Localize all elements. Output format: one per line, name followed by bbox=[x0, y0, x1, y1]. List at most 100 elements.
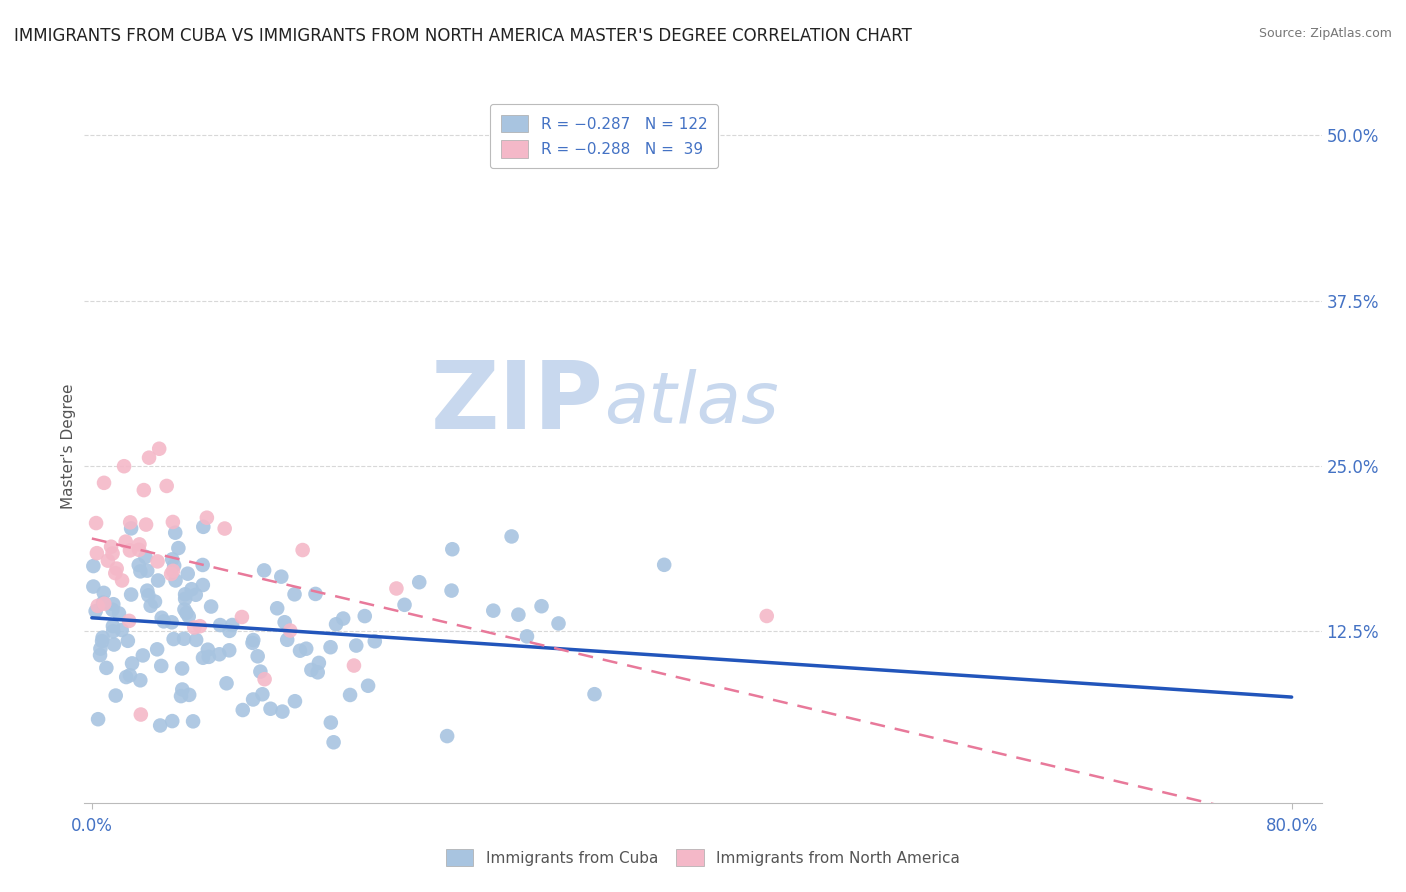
Legend: Immigrants from Cuba, Immigrants from North America: Immigrants from Cuba, Immigrants from No… bbox=[437, 839, 969, 875]
Point bbox=[87, 599, 110, 613]
Point bbox=[162, 552, 184, 566]
Point bbox=[191, 650, 214, 665]
Point bbox=[129, 565, 152, 579]
Point bbox=[132, 483, 155, 497]
Point bbox=[195, 510, 218, 524]
Point bbox=[271, 705, 294, 719]
Point bbox=[162, 714, 184, 728]
Point bbox=[193, 520, 215, 534]
Text: atlas: atlas bbox=[605, 368, 779, 438]
Point bbox=[176, 606, 198, 620]
Point bbox=[319, 640, 342, 655]
Point bbox=[344, 639, 367, 653]
Point bbox=[177, 609, 200, 624]
Point bbox=[82, 580, 104, 594]
Point bbox=[91, 596, 114, 610]
Point bbox=[129, 707, 152, 722]
Point bbox=[143, 594, 166, 608]
Point bbox=[174, 587, 197, 601]
Point bbox=[132, 648, 155, 663]
Point bbox=[214, 522, 236, 536]
Point bbox=[104, 566, 127, 581]
Point bbox=[160, 566, 183, 581]
Point bbox=[84, 604, 107, 618]
Point bbox=[339, 688, 361, 702]
Point bbox=[91, 631, 114, 645]
Point bbox=[170, 689, 193, 703]
Point bbox=[652, 558, 675, 572]
Point bbox=[103, 638, 125, 652]
Point bbox=[253, 563, 276, 577]
Point bbox=[165, 525, 187, 540]
Point bbox=[84, 516, 107, 530]
Point bbox=[249, 665, 271, 679]
Point bbox=[218, 643, 240, 657]
Point bbox=[208, 647, 231, 661]
Point bbox=[105, 561, 128, 575]
Point bbox=[174, 591, 197, 606]
Point bbox=[197, 642, 219, 657]
Point bbox=[200, 599, 222, 614]
Point bbox=[172, 661, 194, 675]
Point bbox=[530, 599, 553, 614]
Y-axis label: Master's Degree: Master's Degree bbox=[60, 384, 76, 508]
Point bbox=[547, 616, 569, 631]
Point bbox=[120, 516, 142, 530]
Point bbox=[93, 597, 115, 611]
Legend: R = −0.287   N = 122, R = −0.288   N =  39: R = −0.287 N = 122, R = −0.288 N = 39 bbox=[491, 104, 718, 169]
Point bbox=[111, 623, 134, 637]
Point bbox=[86, 546, 108, 560]
Point bbox=[179, 688, 201, 702]
Point bbox=[104, 689, 127, 703]
Point bbox=[253, 672, 276, 686]
Point bbox=[332, 611, 354, 625]
Point bbox=[183, 620, 205, 634]
Point bbox=[242, 692, 264, 706]
Point bbox=[128, 537, 150, 551]
Point bbox=[307, 665, 329, 680]
Point bbox=[322, 735, 344, 749]
Point bbox=[162, 632, 184, 646]
Point bbox=[184, 588, 207, 602]
Point bbox=[89, 641, 111, 656]
Point bbox=[97, 554, 120, 568]
Point bbox=[385, 582, 408, 596]
Point bbox=[441, 542, 464, 557]
Point bbox=[118, 614, 141, 628]
Point bbox=[148, 442, 170, 456]
Point bbox=[231, 610, 253, 624]
Point bbox=[172, 682, 194, 697]
Point bbox=[319, 715, 342, 730]
Point bbox=[501, 529, 523, 543]
Point bbox=[259, 702, 281, 716]
Point bbox=[101, 546, 124, 560]
Text: IMMIGRANTS FROM CUBA VS IMMIGRANTS FROM NORTH AMERICA MASTER'S DEGREE CORRELATIO: IMMIGRANTS FROM CUBA VS IMMIGRANTS FROM … bbox=[14, 27, 912, 45]
Point bbox=[150, 611, 173, 625]
Point bbox=[508, 607, 530, 622]
Point bbox=[295, 641, 318, 656]
Point bbox=[89, 648, 111, 662]
Point bbox=[162, 515, 184, 529]
Point bbox=[278, 624, 301, 638]
Text: ZIP: ZIP bbox=[432, 357, 605, 450]
Point bbox=[121, 657, 143, 671]
Point bbox=[135, 517, 157, 532]
Point bbox=[186, 632, 208, 647]
Point bbox=[111, 574, 134, 588]
Point bbox=[436, 729, 458, 743]
Point bbox=[150, 659, 173, 673]
Point bbox=[173, 602, 195, 616]
Point bbox=[188, 619, 211, 633]
Point bbox=[129, 673, 152, 688]
Point bbox=[96, 661, 118, 675]
Point bbox=[270, 569, 292, 583]
Point bbox=[180, 582, 202, 597]
Point bbox=[583, 687, 606, 701]
Point bbox=[246, 649, 269, 664]
Point bbox=[242, 636, 264, 650]
Point bbox=[364, 634, 387, 648]
Point bbox=[284, 694, 307, 708]
Point bbox=[136, 564, 159, 578]
Point bbox=[146, 574, 169, 588]
Point bbox=[101, 624, 124, 639]
